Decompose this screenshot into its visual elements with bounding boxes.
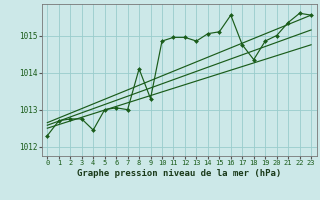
X-axis label: Graphe pression niveau de la mer (hPa): Graphe pression niveau de la mer (hPa) bbox=[77, 169, 281, 178]
